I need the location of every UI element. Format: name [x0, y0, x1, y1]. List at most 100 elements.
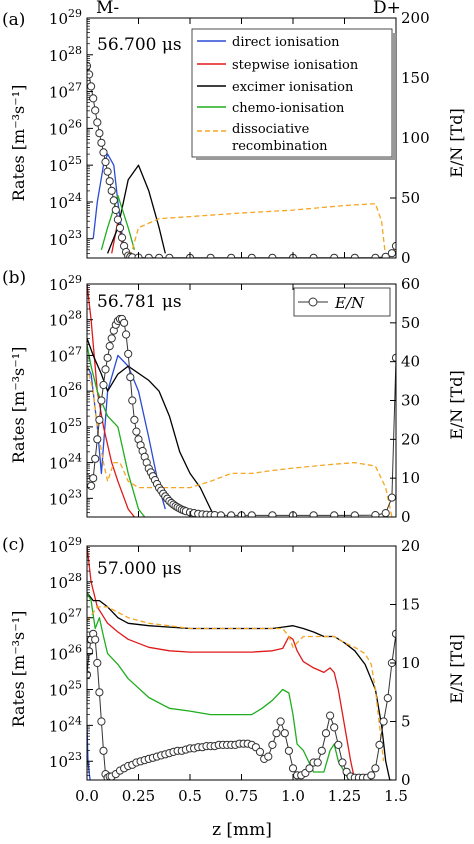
y-tick-label-left: 1028: [49, 44, 82, 65]
en-point: [111, 205, 120, 215]
legend-label-direct: direct ionisation: [232, 35, 340, 50]
en-point: [387, 493, 396, 502]
en-point: [124, 349, 133, 358]
en-point: [247, 511, 256, 517]
series-line-stepwise-ionisation: [87, 284, 135, 517]
y-tick-label-left: 1023: [49, 750, 82, 771]
time-label-a: 56.700 μs: [97, 35, 182, 55]
en-point: [97, 717, 106, 726]
en-point: [105, 177, 114, 186]
en-point: [87, 82, 96, 91]
y-tick-label-left: 1025: [49, 154, 82, 175]
x-tick-label: 0.0: [75, 787, 99, 805]
en-point: [117, 233, 127, 242]
en-point: [284, 746, 293, 755]
y-tick-label-left: 1025: [49, 416, 82, 437]
top-label-right: D+: [373, 0, 401, 18]
en-point: [103, 353, 112, 362]
en-point: [128, 396, 137, 405]
plot-area: [87, 284, 396, 517]
y-tick-label-right: 20: [401, 537, 420, 555]
en-point: [109, 196, 118, 205]
legend-rates: direct ionisation stepwise ionisation ex…: [191, 28, 396, 160]
en-point: [113, 215, 123, 224]
y-tick-label-right: 20: [401, 430, 420, 448]
en-point: [330, 511, 339, 517]
en-point: [115, 223, 125, 233]
y-tick-label-right: 0: [401, 771, 411, 789]
en-point: [91, 635, 100, 644]
en-point: [93, 658, 102, 668]
en-point: [97, 396, 106, 405]
en-point: [87, 647, 94, 656]
en-point: [309, 511, 318, 517]
series-line-dissociative-recombination: [87, 366, 393, 517]
en-point: [317, 746, 326, 755]
en-point: [280, 729, 289, 738]
series-line-dissociative-recombination: [87, 606, 385, 762]
y-tick-label-left: 1023: [49, 228, 82, 249]
en-point: [107, 334, 116, 343]
y-tick-label-left: 1027: [49, 81, 82, 102]
legend-label-chemo: chemo-ionisation: [232, 101, 345, 116]
legend-label-recombination-1: dissociative: [232, 122, 310, 137]
legend-en-marker: [308, 297, 318, 307]
en-point: [89, 474, 98, 483]
en-point: [371, 764, 380, 773]
en-point: [227, 511, 236, 517]
y-tick-label-right: 15: [401, 596, 420, 614]
legend-label-recombination-2: recombination: [232, 139, 328, 154]
y-label-left-a: Rates [m⁻³s⁻¹]: [9, 85, 28, 202]
x-tick-label: 1.25: [328, 787, 361, 805]
series-line-chemo-ionisation: [100, 194, 136, 250]
y-label-left-c: Rates [m⁻³s⁻¹]: [9, 611, 28, 728]
y-label-right-c: E/N [Td]: [447, 634, 466, 704]
legend-rates-shadow: [196, 157, 396, 160]
en-point: [107, 186, 116, 195]
y-tick-label-right: 0: [401, 249, 411, 267]
en-point: [276, 717, 285, 726]
y-tick-label-left: 1029: [49, 535, 82, 556]
plot-area: [87, 546, 396, 780]
en-point: [375, 740, 384, 750]
y-label-right-a: E/N [Td]: [447, 108, 466, 178]
panel-label-b: (b): [2, 268, 26, 288]
panel-c: 1023 1024 1025 1026 1027 1028 1029 0 5 10 15 20 0.0 0…: [49, 535, 420, 805]
en-point: [126, 373, 135, 382]
y-tick-label-left: 1025: [49, 678, 82, 699]
y-tick-label-right: 60: [401, 275, 420, 293]
legend-rates-shadow-side: [392, 33, 396, 160]
en-point: [132, 427, 141, 436]
en-point: [326, 711, 335, 720]
y-tick-label-right: 40: [401, 353, 420, 371]
y-tick-label-right: 50: [401, 314, 420, 332]
en-point: [130, 415, 139, 424]
en-point: [387, 249, 396, 258]
en-point: [97, 138, 106, 147]
legend-en: E/N: [293, 287, 391, 317]
en-point: [268, 511, 277, 517]
y-tick-label-right: 50: [401, 189, 420, 207]
y-label-right-b: E/N [Td]: [447, 370, 466, 440]
series-line-chemo-ionisation: [87, 344, 146, 517]
en-point: [268, 740, 277, 750]
en-point: [87, 70, 94, 79]
en-point: [103, 167, 112, 176]
y-tick-label-left: 1028: [49, 571, 82, 592]
y-tick-label-right: 0: [401, 508, 411, 526]
en-point: [101, 157, 110, 167]
x-axis-label: z [mm]: [212, 820, 272, 840]
en-point: [99, 746, 108, 755]
y-tick-label-right: 5: [401, 713, 411, 731]
en-point: [381, 252, 390, 258]
en-point: [93, 118, 102, 127]
legend-label-excimer: excimer ionisation: [232, 80, 354, 95]
en-point: [91, 106, 100, 115]
series-line-stepwise-ionisation: [87, 546, 357, 780]
en-point: [95, 415, 104, 424]
y-tick-label-right: 10: [401, 654, 420, 672]
en-point: [334, 740, 343, 750]
y-tick-label-left: 1024: [49, 452, 82, 473]
legend-label-stepwise: stepwise ionisation: [232, 58, 359, 73]
x-tick-label: 1.0: [281, 787, 305, 805]
